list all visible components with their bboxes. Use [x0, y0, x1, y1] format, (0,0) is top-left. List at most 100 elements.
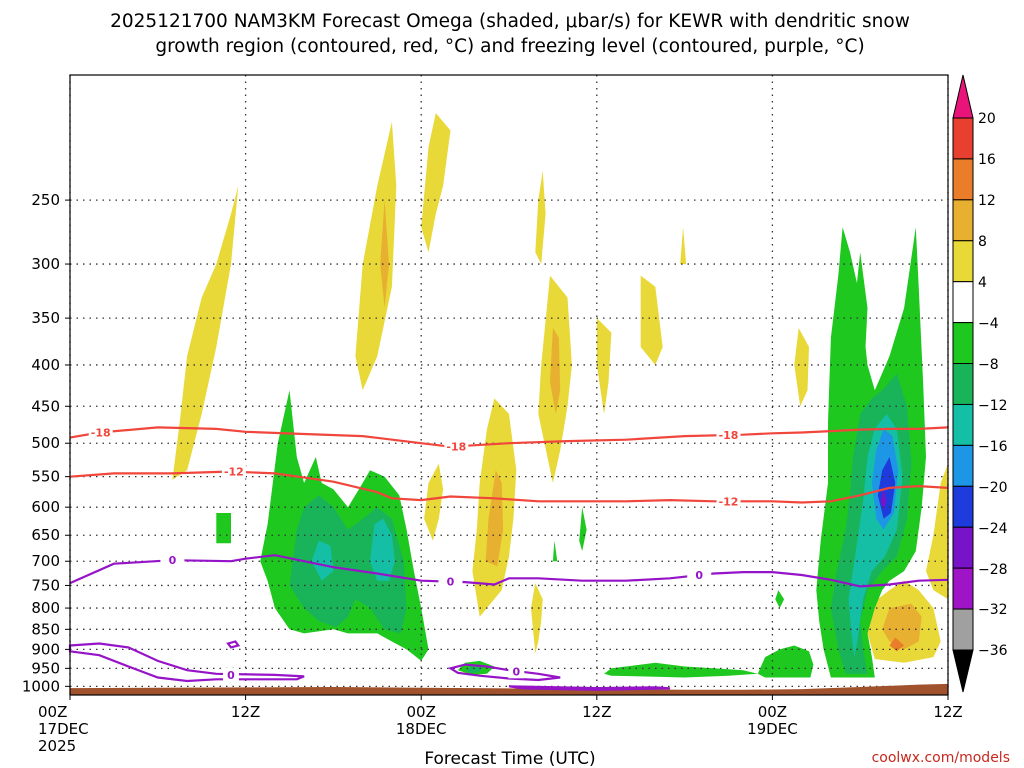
- omega-region-neg4-27: [552, 540, 558, 562]
- credit-text: coolwx.com/models: [872, 750, 1010, 766]
- colorbar-segment-neg24: [952, 526, 974, 569]
- colorbar-label-4: 4: [978, 275, 987, 291]
- colorbar-segment-neg12: [952, 403, 974, 446]
- y-tick-label-850: 850: [31, 620, 60, 638]
- omega-region-pos8-6: [550, 328, 561, 414]
- y-tick-label-600: 600: [31, 498, 60, 516]
- colorbar-segment-pos12: [952, 158, 974, 201]
- freezing-level-loop-3: [226, 640, 241, 649]
- colorbar-segment-pos8: [952, 199, 974, 242]
- colorbar-segment-pos4: [952, 240, 974, 283]
- omega-region-neg4-26: [604, 662, 758, 678]
- contour-label-bg-zero-1: [438, 574, 463, 589]
- colorbar-bottom-triangle: [952, 649, 974, 693]
- contour-label-bg-zero-2: [687, 568, 712, 583]
- contour-label-bg-minus18-1: [444, 439, 469, 454]
- x-tick-label-0-2: 2025: [38, 737, 76, 755]
- colorbar-segment-pos16: [952, 117, 974, 160]
- omega-region-pos4-15: [926, 463, 948, 600]
- y-tick-label-250: 250: [31, 191, 60, 209]
- contour-label-bg-zero-0: [160, 553, 185, 568]
- y-tick-label-350: 350: [31, 309, 60, 327]
- omega-region-neg12-22: [370, 518, 395, 581]
- contour-label-minus12-1: -12: [719, 495, 739, 508]
- colorbar-label-11: −28: [978, 562, 1008, 578]
- x-tick-label-0-0: 00Z: [38, 703, 67, 721]
- omega-region-pos8-11: [485, 470, 504, 567]
- colorbar-label-9: −20: [978, 480, 1008, 496]
- omega-region-pos12-18: [889, 637, 905, 652]
- contour-label-zero-2: 0: [695, 569, 703, 582]
- colorbar-segment-neg16: [952, 444, 974, 487]
- x-axis-title: Forecast Time (UTC): [424, 749, 595, 768]
- omega-region-neg12-23: [311, 540, 334, 581]
- y-tick-label-1000: 1000: [22, 677, 60, 695]
- contour-minus18: [69, 426, 949, 448]
- y-tick-label-900: 900: [31, 640, 60, 658]
- colorbar-segment-neg20: [952, 485, 974, 528]
- colorbar-label-8: −16: [978, 439, 1008, 455]
- contour-label-minus12-0: -12: [224, 466, 244, 479]
- ground-surface-band: [70, 683, 948, 695]
- omega-region-pos8-2: [380, 200, 389, 308]
- contour-lines: -18 -18 -18 -12 -12 0 0 0 0 0: [68, 425, 949, 691]
- contour-label-bg-minus12-1: [716, 494, 741, 509]
- y-tick-label-450: 450: [31, 397, 60, 415]
- omega-region-neg4-37: [854, 252, 868, 365]
- contour-label-zero-0: 0: [169, 554, 177, 567]
- chart-title-line-1: 2025121700 NAM3KM Forecast Omega (shaded…: [110, 11, 910, 32]
- colorbar-label-5: −4: [978, 316, 999, 332]
- x-tick-label-48-1: 19DEC: [747, 720, 798, 738]
- y-tick-label-700: 700: [31, 552, 60, 570]
- contour-label-bg-minus18-0: [88, 425, 113, 440]
- colorbar-top-triangle: [952, 74, 974, 119]
- x-tick-label-48-0: 00Z: [758, 703, 787, 721]
- y-tick-label-500: 500: [31, 434, 60, 452]
- colorbar-segment-neg32: [952, 608, 974, 651]
- freezing-loop-label-0: 0: [227, 669, 235, 682]
- colorbar-segment-zero: [952, 281, 974, 324]
- freezing-level-loop-1: [447, 663, 561, 682]
- contour-label-bg-minus18-2: [716, 428, 741, 443]
- x-tick-label-24-0: 00Z: [407, 703, 436, 721]
- freezing-level-loop-0: [68, 642, 305, 683]
- omega-region-pos4-3: [421, 113, 451, 253]
- colorbar-label-12: −32: [978, 602, 1008, 618]
- colorbar-segment-neg4: [952, 322, 974, 365]
- omega-region-pos4-1: [355, 121, 397, 391]
- contour-label-bg-minus12-0: [221, 464, 246, 479]
- plot-frame: [69, 74, 949, 696]
- omega-region-neg4-29: [775, 590, 785, 609]
- colorbar-segment-neg8: [952, 363, 974, 405]
- omega-region-pos4-0: [172, 185, 239, 480]
- x-tick-label-24-1: 18DEC: [396, 720, 447, 738]
- omega-region-pos4-8: [640, 275, 663, 365]
- omega-shading-layer: [172, 113, 948, 678]
- omega-region-pos4-7: [596, 318, 612, 414]
- omega-region-pos4-13: [531, 583, 543, 654]
- omega-region-pos4-9: [680, 227, 687, 265]
- x-tick-label-36-0: 12Z: [582, 703, 611, 721]
- colorbar-label-10: −24: [978, 521, 1008, 537]
- colorbar-label-3: 8: [978, 234, 987, 250]
- y-tick-label-750: 750: [31, 576, 60, 594]
- contour-label-zero-1: 0: [447, 576, 455, 589]
- omega-region-neg4-28: [579, 507, 587, 552]
- freezing-loop-label-bg-0: [222, 667, 239, 682]
- omega-region-pos8-17: [882, 603, 922, 650]
- contour-label-minus18-1: -18: [446, 440, 466, 453]
- freezing-loop-label-bg-1: [508, 664, 525, 679]
- freezing-level-loop-2: [508, 685, 671, 691]
- chart-title-line-2: growth region (contoured, red, °C) and f…: [155, 36, 864, 57]
- y-tick-label-300: 300: [31, 255, 60, 273]
- x-tick-label-0-1: 17DEC: [38, 720, 89, 738]
- contour-minus12: [69, 470, 949, 504]
- omega-region-neg4-30: [757, 645, 814, 678]
- pressure-axis-ticks: 250 300 350 400 450 500 550 600 650 700 750 800 850 9…: [22, 191, 70, 695]
- plot-border: [69, 74, 949, 696]
- colorbar-segment-neg28: [952, 567, 974, 610]
- freezing-loop-label-1: 0: [512, 665, 520, 678]
- contour-zero: [69, 554, 949, 588]
- y-tick-label-950: 950: [31, 659, 60, 677]
